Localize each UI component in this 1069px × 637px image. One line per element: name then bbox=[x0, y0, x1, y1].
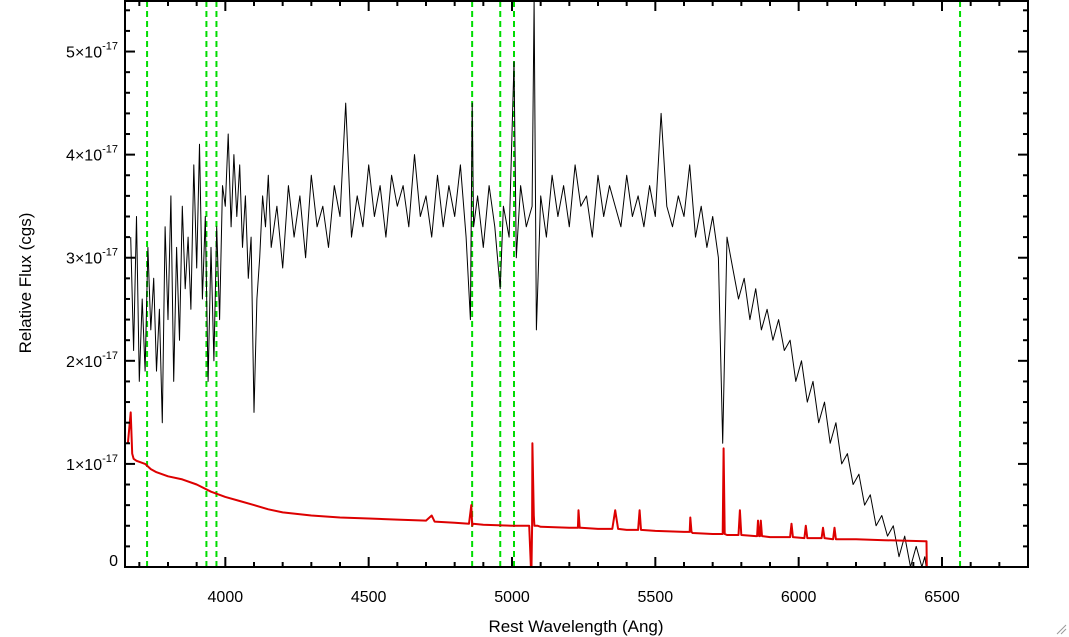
x-tick-label: 4500 bbox=[351, 589, 387, 606]
x-tick-label: 5000 bbox=[494, 589, 530, 606]
y-axis-label: Relative Flux (cgs) bbox=[16, 213, 35, 354]
y-tick-labels: 0 1×10-17 2×10-17 3×10-17 4×10-17 5×10-17 bbox=[66, 41, 118, 570]
axis-ticks bbox=[125, 1, 1029, 568]
series-layer bbox=[126, 0, 1028, 568]
series-line-0 bbox=[130, 0, 927, 568]
plot-frame bbox=[124, 0, 1029, 568]
x-tick-label: 6000 bbox=[781, 589, 817, 606]
resize-grip-icon[interactable] bbox=[1055, 623, 1067, 635]
x-tick-label: 4000 bbox=[208, 589, 244, 606]
x-tick-labels: 4000 4500 5000 5500 6000 6500 bbox=[208, 589, 960, 606]
y-tick-label: 4×10-17 bbox=[66, 144, 118, 165]
x-axis-label: Rest Wavelength (Ang) bbox=[488, 617, 663, 636]
x-tick-label: 6500 bbox=[924, 589, 960, 606]
emission-line-markers bbox=[146, 1, 962, 567]
y-tick-label: 0 bbox=[109, 553, 118, 570]
y-tick-label: 3×10-17 bbox=[66, 247, 118, 268]
series-line-1 bbox=[126, 411, 1028, 568]
y-tick-label: 5×10-17 bbox=[66, 41, 118, 62]
y-tick-label: 2×10-17 bbox=[66, 350, 118, 371]
y-tick-label: 1×10-17 bbox=[66, 453, 118, 474]
x-tick-label: 5500 bbox=[638, 589, 674, 606]
